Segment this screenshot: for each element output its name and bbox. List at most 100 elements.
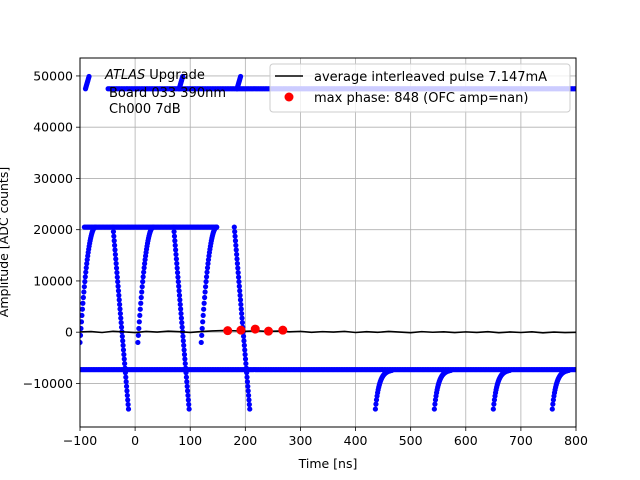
sample-point bbox=[175, 279, 181, 285]
sample-point bbox=[174, 260, 180, 267]
sample-point bbox=[244, 370, 250, 376]
sample-point bbox=[121, 351, 127, 358]
sample-point bbox=[389, 367, 395, 373]
sample-point bbox=[81, 289, 87, 295]
sample-point bbox=[246, 401, 252, 408]
sample-point bbox=[550, 401, 556, 407]
sample-point bbox=[549, 406, 555, 412]
sample-point bbox=[183, 365, 189, 371]
sample-point bbox=[115, 288, 122, 294]
sample-point bbox=[185, 397, 191, 403]
x-axis-label: Time [ns] bbox=[298, 456, 358, 471]
sample-point bbox=[431, 406, 437, 412]
upgrade-word: Upgrade bbox=[149, 68, 205, 83]
sample-point bbox=[113, 260, 119, 267]
sample-point bbox=[139, 284, 145, 290]
sample-point bbox=[112, 242, 118, 248]
sample-point bbox=[122, 365, 128, 371]
sample-point bbox=[110, 224, 116, 230]
sample-point bbox=[125, 406, 132, 412]
sample-point bbox=[244, 379, 251, 385]
sample-point bbox=[199, 325, 205, 332]
sample-point bbox=[80, 339, 83, 346]
average-pulse-line bbox=[80, 329, 576, 334]
sample-point bbox=[136, 325, 142, 332]
sample-point bbox=[214, 224, 220, 230]
sample-point bbox=[202, 284, 209, 290]
sample-point bbox=[138, 294, 144, 301]
sample-point bbox=[243, 360, 249, 367]
x-tick-label: 800 bbox=[564, 433, 588, 448]
average-pulse-line-group bbox=[80, 329, 576, 334]
sample-point bbox=[173, 251, 179, 258]
sample-point bbox=[235, 274, 242, 280]
sample-point bbox=[122, 360, 128, 367]
sample-point bbox=[200, 319, 206, 325]
sample-point bbox=[245, 392, 252, 399]
sample-point bbox=[176, 292, 183, 298]
sample-point bbox=[172, 242, 178, 248]
y-tick-label: 50000 bbox=[33, 68, 73, 83]
max-phase-point bbox=[250, 324, 260, 334]
sample-point bbox=[140, 274, 146, 280]
sample-point bbox=[115, 279, 121, 285]
sample-point bbox=[185, 392, 191, 399]
sample-point bbox=[125, 401, 131, 408]
sample-point bbox=[111, 238, 117, 244]
sample-point bbox=[507, 367, 513, 373]
sample-point bbox=[124, 388, 130, 394]
sample-point bbox=[118, 320, 124, 326]
y-axis-label: Amplitude [ADC counts] bbox=[0, 167, 11, 317]
sample-point bbox=[573, 86, 576, 92]
atlas-label-line1: ATLAS Upgrade bbox=[104, 68, 205, 83]
sample-point bbox=[117, 306, 123, 312]
plot-area bbox=[80, 73, 576, 412]
sample-point bbox=[80, 325, 84, 332]
x-tick-label: 200 bbox=[233, 433, 257, 448]
sample-point bbox=[114, 270, 120, 276]
sample-point bbox=[180, 333, 186, 339]
sample-point bbox=[232, 238, 239, 244]
sample-point bbox=[141, 265, 147, 271]
sample-point bbox=[236, 283, 242, 289]
sample-point bbox=[113, 256, 119, 262]
x-tick-label: 600 bbox=[454, 433, 478, 448]
sample-point bbox=[179, 324, 185, 330]
sample-point bbox=[566, 367, 572, 373]
sample-point bbox=[176, 283, 182, 289]
sample-point bbox=[234, 256, 240, 262]
sample-point bbox=[245, 383, 251, 389]
sample-point bbox=[235, 265, 241, 271]
sample-point bbox=[237, 73, 244, 80]
sample-point bbox=[116, 297, 122, 303]
sample-point bbox=[80, 306, 86, 312]
atlas-label-line3: Ch000 7dB bbox=[109, 102, 181, 117]
sample-point bbox=[82, 274, 88, 280]
sample-point bbox=[139, 289, 145, 295]
x-tick-label: 100 bbox=[178, 433, 202, 448]
x-tick-label: 300 bbox=[289, 433, 313, 448]
sample-point bbox=[233, 242, 239, 248]
axes-frame bbox=[79, 57, 577, 428]
sample-point bbox=[203, 279, 209, 285]
sample-point bbox=[136, 319, 142, 325]
y-tick-label: 40000 bbox=[33, 120, 73, 135]
sample-point bbox=[174, 270, 181, 276]
sample-point bbox=[123, 374, 129, 380]
sample-point bbox=[177, 297, 183, 303]
x-tick-label: 700 bbox=[509, 433, 533, 448]
y-tick-label: 20000 bbox=[33, 222, 73, 237]
sample-point bbox=[233, 247, 239, 253]
legend-entry-average: average interleaved pulse 7.147mA bbox=[314, 70, 547, 85]
sample-point bbox=[125, 397, 131, 403]
sample-point bbox=[491, 401, 497, 407]
sample-point bbox=[124, 392, 130, 399]
sample-point bbox=[172, 238, 178, 244]
sample-point bbox=[92, 224, 99, 230]
sample-point bbox=[80, 294, 86, 301]
sample-point bbox=[240, 333, 247, 339]
sample-point bbox=[117, 301, 123, 308]
legend-red-dot-swatch bbox=[284, 92, 294, 102]
sample-point bbox=[83, 269, 89, 275]
